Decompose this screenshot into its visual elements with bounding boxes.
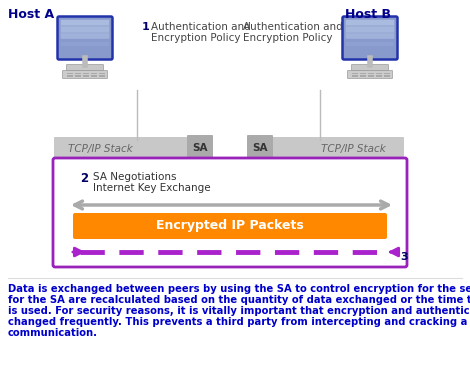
FancyBboxPatch shape xyxy=(343,16,398,60)
Bar xyxy=(67,75,73,76)
Text: for the SA are recalculated based on the quantity of data exchanged or the time : for the SA are recalculated based on the… xyxy=(8,295,470,305)
Text: Authentication and: Authentication and xyxy=(151,22,251,32)
Text: SA: SA xyxy=(252,143,268,153)
Bar xyxy=(368,73,374,74)
FancyBboxPatch shape xyxy=(267,137,404,161)
Bar xyxy=(91,75,97,76)
Text: changed frequently. This prevents a third party from intercepting and cracking a: changed frequently. This prevents a thir… xyxy=(8,317,470,327)
FancyBboxPatch shape xyxy=(247,135,273,161)
Text: SA Negotiations: SA Negotiations xyxy=(93,172,177,182)
Bar xyxy=(368,75,374,76)
Bar xyxy=(346,20,394,25)
Bar xyxy=(352,73,358,74)
Text: 1: 1 xyxy=(142,22,150,32)
Bar xyxy=(75,73,81,74)
Text: Encryption Policy: Encryption Policy xyxy=(151,33,241,43)
Bar xyxy=(61,34,109,39)
Text: Encrypted IP Packets: Encrypted IP Packets xyxy=(156,220,304,232)
FancyBboxPatch shape xyxy=(73,213,387,239)
Bar xyxy=(376,73,382,74)
Bar xyxy=(99,75,105,76)
Bar xyxy=(61,42,109,46)
Text: TCP/IP Stack: TCP/IP Stack xyxy=(321,144,385,154)
Text: 2: 2 xyxy=(80,172,88,185)
FancyBboxPatch shape xyxy=(54,137,191,161)
Text: communication.: communication. xyxy=(8,328,98,338)
FancyBboxPatch shape xyxy=(187,135,213,161)
FancyBboxPatch shape xyxy=(66,64,103,71)
Bar xyxy=(83,73,89,74)
Text: Encryption Policy: Encryption Policy xyxy=(243,33,332,43)
Bar xyxy=(360,75,366,76)
Text: Data is exchanged between peers by using the SA to control encryption for the se: Data is exchanged between peers by using… xyxy=(8,284,470,294)
Text: Host B: Host B xyxy=(345,8,391,21)
Bar xyxy=(75,75,81,76)
Bar xyxy=(91,73,97,74)
Bar xyxy=(83,75,89,76)
Bar xyxy=(346,42,394,46)
FancyBboxPatch shape xyxy=(53,158,407,267)
Text: is used. For security reasons, it is vitally important that encryption and authe: is used. For security reasons, it is vit… xyxy=(8,306,470,316)
FancyBboxPatch shape xyxy=(61,20,110,39)
FancyBboxPatch shape xyxy=(352,64,389,71)
Text: Host A: Host A xyxy=(8,8,54,21)
Text: Internet Key Exchange: Internet Key Exchange xyxy=(93,183,211,193)
Text: TCP/IP Stack: TCP/IP Stack xyxy=(68,144,133,154)
Bar xyxy=(360,73,366,74)
FancyBboxPatch shape xyxy=(63,71,108,78)
Text: SA: SA xyxy=(192,143,208,153)
Text: Authentication and: Authentication and xyxy=(243,22,343,32)
Text: 3: 3 xyxy=(400,252,407,262)
Bar xyxy=(352,75,358,76)
Bar xyxy=(376,75,382,76)
Bar xyxy=(346,34,394,39)
Bar xyxy=(99,73,105,74)
FancyBboxPatch shape xyxy=(57,16,112,60)
Bar xyxy=(67,73,73,74)
Bar xyxy=(346,27,394,32)
FancyBboxPatch shape xyxy=(345,20,394,39)
Bar xyxy=(61,27,109,32)
Bar xyxy=(384,73,390,74)
Bar xyxy=(384,75,390,76)
Bar xyxy=(61,20,109,25)
FancyBboxPatch shape xyxy=(347,71,392,78)
